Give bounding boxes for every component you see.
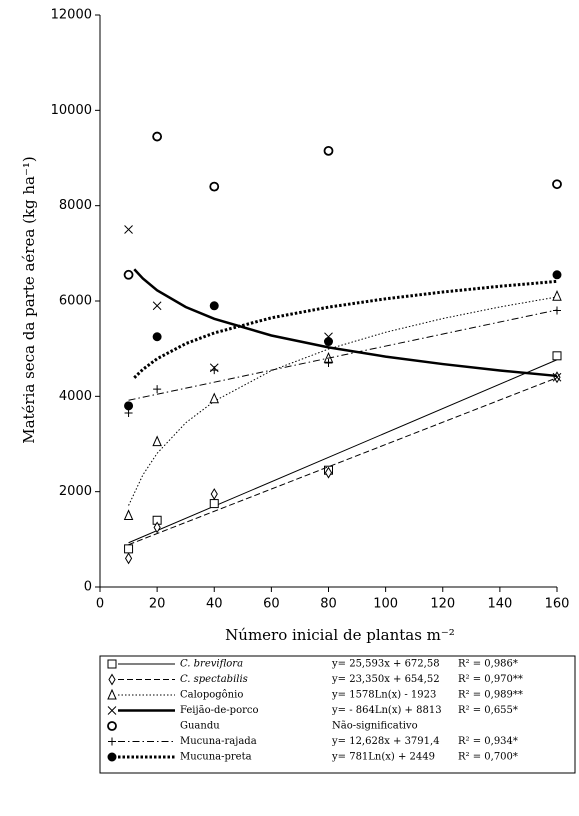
legend-label: C. breviflora xyxy=(180,659,243,670)
marker-x xyxy=(152,301,162,311)
marker-triangle xyxy=(209,392,220,404)
legend-r2: R² = 0,989** xyxy=(458,690,523,701)
legend-marker xyxy=(107,721,117,731)
x-tick-label: 100 xyxy=(373,597,398,612)
marker-filled-circle xyxy=(152,332,162,342)
fit-line xyxy=(128,309,558,401)
legend-equation: y= 12,628x + 3791,4 xyxy=(331,736,440,747)
marker-diamond xyxy=(124,552,133,565)
marker-square xyxy=(209,499,219,509)
legend-box xyxy=(99,655,576,774)
legend-label: Mucuna-preta xyxy=(180,752,252,763)
fit-line xyxy=(128,377,558,546)
x-axis-title: Número inicial de plantas m⁻² xyxy=(225,626,455,644)
x-tick-label: 0 xyxy=(96,597,104,612)
legend-r2: R² = 0,934* xyxy=(458,736,518,747)
legend-r2: R² = 0,655* xyxy=(458,705,518,716)
legend-marker xyxy=(107,659,117,669)
legend-r2: R² = 0,970** xyxy=(458,674,523,685)
y-tick-label: 2000 xyxy=(59,484,92,499)
legend-label: Guandu xyxy=(180,721,220,732)
legend-marker xyxy=(108,737,116,746)
y-tick-label: 4000 xyxy=(59,389,92,404)
y-tick-label: 0 xyxy=(84,580,92,595)
marker-triangle xyxy=(552,290,562,301)
y-tick-label: 6000 xyxy=(59,294,92,309)
legend-equation: y= 23,350x + 654,52 xyxy=(331,674,440,685)
marker-diamond xyxy=(210,488,218,501)
y-tick-label: 10000 xyxy=(51,103,92,118)
marker-filled-circle xyxy=(324,337,333,347)
marker-filled-circle xyxy=(209,301,219,311)
fit-line xyxy=(133,279,558,379)
x-tick-label: 160 xyxy=(545,597,570,612)
legend-r2: R² = 0,700* xyxy=(458,752,518,763)
x-tick-label: 140 xyxy=(487,597,512,612)
marker-open-circle xyxy=(323,145,334,156)
legend-r2: R² = 0,986* xyxy=(458,659,518,670)
legend-marker xyxy=(107,706,117,715)
marker-triangle xyxy=(123,509,134,520)
legend-marker xyxy=(107,752,117,762)
marker-plus xyxy=(153,385,162,394)
marker-x xyxy=(552,372,562,382)
y-tick-label: 12000 xyxy=(51,8,92,23)
marker-plus xyxy=(324,358,333,367)
marker-square xyxy=(552,351,562,361)
marker-x xyxy=(124,225,133,234)
marker-plus xyxy=(210,366,219,375)
x-tick-label: 20 xyxy=(149,597,166,612)
marker-plus xyxy=(553,306,561,315)
x-tick-label: 40 xyxy=(206,597,223,612)
marker-diamond xyxy=(153,521,161,534)
marker-triangle xyxy=(152,435,162,447)
legend-equation: y= 781Ln(x) + 2449 xyxy=(331,752,435,763)
marker-square xyxy=(124,544,134,554)
marker-filled-circle xyxy=(552,270,562,280)
fit-line xyxy=(128,296,558,506)
legend-label: C. spectabilis xyxy=(180,674,248,685)
legend-marker xyxy=(107,688,117,700)
marker-diamond xyxy=(324,466,333,479)
legend-equation: Não-significativo xyxy=(332,721,418,732)
legend-label: Feijão-de-porco xyxy=(180,705,259,716)
x-tick-label: 120 xyxy=(430,597,455,612)
marker-open-circle xyxy=(552,179,562,190)
marker-open-circle xyxy=(209,181,220,192)
legend-marker xyxy=(108,673,116,686)
legend-equation: y= - 864Ln(x) + 8813 xyxy=(331,705,442,716)
y-tick-label: 8000 xyxy=(59,198,92,213)
legend-label: Calopogônio xyxy=(180,690,243,701)
fit-line xyxy=(128,359,558,544)
marker-open-circle xyxy=(152,131,163,142)
marker-filled-circle xyxy=(124,401,134,411)
legend-equation: y= 1578Ln(x) - 1923 xyxy=(331,690,436,701)
y-axis-title: Matéria seca da parte aérea (kg ha⁻¹) xyxy=(20,156,38,444)
legend-equation: y= 25,593x + 672,58 xyxy=(331,659,440,670)
legend-label: Mucuna-rajada xyxy=(180,736,257,747)
fit-line xyxy=(133,268,558,378)
x-tick-label: 60 xyxy=(263,597,280,612)
x-tick-label: 80 xyxy=(320,597,337,612)
marker-open-circle xyxy=(123,269,134,280)
